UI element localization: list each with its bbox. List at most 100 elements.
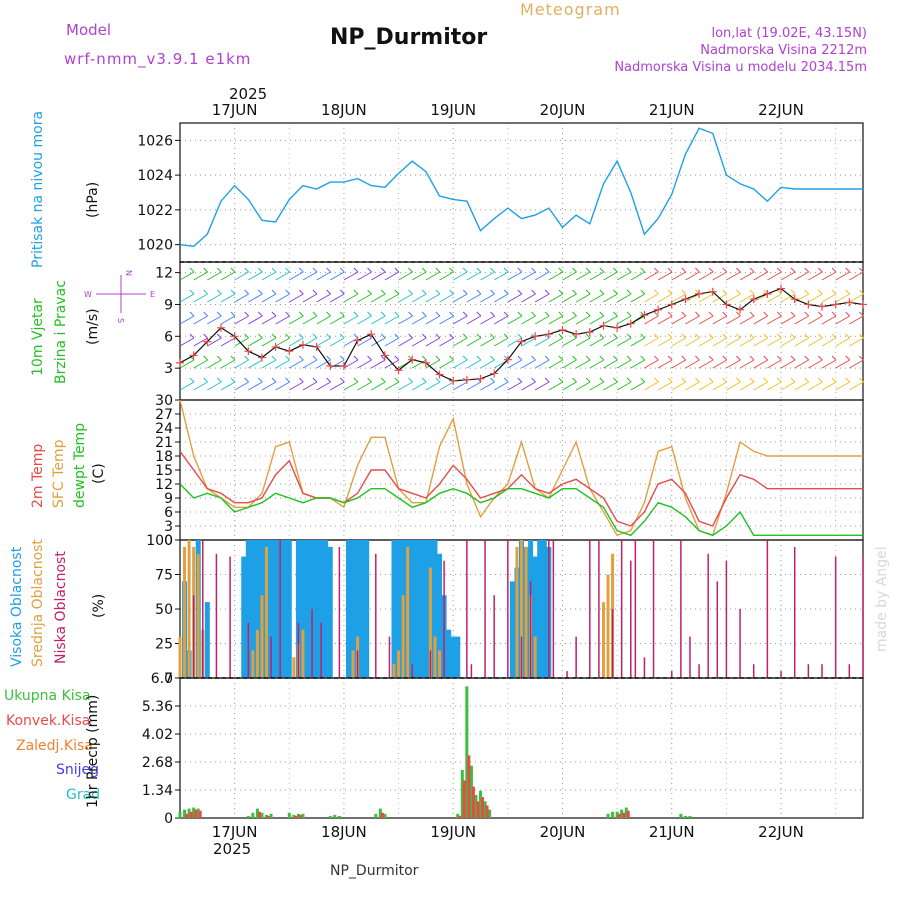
wind-barb <box>302 381 318 391</box>
wind-barb <box>644 271 659 281</box>
wind-barb-flag <box>462 355 468 361</box>
wind-barb <box>548 381 564 391</box>
y-tick-label: 18 <box>155 449 173 465</box>
y-tick-label: 0 <box>164 811 173 827</box>
wind-barb-flag <box>654 267 659 273</box>
wind-barb <box>439 359 454 369</box>
wind-barb-flag <box>298 355 304 361</box>
cloud-bar-mid <box>178 636 182 678</box>
wind-barb-flag <box>736 289 741 295</box>
wind-barb <box>330 293 345 303</box>
wind-speed-marker <box>777 284 786 293</box>
wind-barb-flag <box>777 311 782 317</box>
wind-barb <box>439 293 454 303</box>
wind-barb-flag <box>831 355 837 361</box>
precip-bar-conv <box>467 755 471 818</box>
wind-barb-flag <box>736 311 741 317</box>
wind-barb <box>589 359 605 369</box>
wind-barb <box>452 315 468 325</box>
wind-barb <box>767 271 782 281</box>
wind-barb <box>193 359 208 369</box>
wind-barb <box>330 315 345 325</box>
wind-barb <box>548 315 564 325</box>
cloud-bar-low <box>848 664 851 678</box>
wind-speed-marker <box>531 332 540 341</box>
panel-frame <box>179 677 864 819</box>
wind-barb <box>411 381 427 391</box>
temp-label-2: SFC Temp <box>51 439 67 508</box>
precip-bar-total <box>465 686 469 818</box>
wind-speed-marker <box>640 311 649 320</box>
wind-barb <box>767 337 782 347</box>
cloud-bar-low <box>548 540 550 678</box>
bottom-day-label: 21JUN <box>649 823 695 841</box>
wind-barb-flag <box>558 377 564 383</box>
wind-barb <box>794 315 809 325</box>
precip-ylabel: 1hr Precip (mm) <box>85 695 101 808</box>
wind-barb <box>644 293 659 303</box>
wind-unit: (m/s) <box>85 308 101 345</box>
wind-barb-flag <box>572 267 577 273</box>
cloud-bar-mid <box>397 650 401 678</box>
wind-barb <box>767 315 782 325</box>
y-tick-label: 1.34 <box>142 783 173 799</box>
wind-barb <box>275 337 290 347</box>
wind-barb <box>562 381 577 391</box>
wind-barb-flag <box>189 289 195 295</box>
wind-barb <box>657 293 673 303</box>
wind-barb-flag <box>189 377 195 383</box>
footer-station: NP_Durmitor <box>330 863 419 879</box>
wind-barb-flag <box>421 267 427 273</box>
wind-barb-flag <box>476 333 482 339</box>
wind-speed-marker <box>353 336 362 345</box>
wind-barb <box>712 381 727 391</box>
wind-speed-marker <box>517 337 526 346</box>
wind-barb <box>603 315 618 325</box>
wind-barb <box>234 381 249 391</box>
precip-bar-total <box>479 790 483 818</box>
cloud-bar-low <box>229 556 231 678</box>
panel-frame <box>179 122 864 263</box>
wind-barb <box>439 337 454 347</box>
wind-barb <box>493 315 509 325</box>
wind-speed-marker <box>558 325 567 334</box>
wind-speed-marker <box>818 302 827 311</box>
wind-barb-flag <box>435 377 441 383</box>
wind-barb <box>248 271 263 281</box>
wind-barb-flag <box>517 289 523 295</box>
wind-barb <box>630 337 646 347</box>
wind-barb-flag <box>695 333 700 339</box>
cloud-bar-high <box>323 540 329 678</box>
wind-barb-flag <box>421 333 427 339</box>
wind-barb-flag <box>503 311 509 317</box>
wind-barb-flag <box>858 267 864 273</box>
wind-speed-marker <box>790 295 799 304</box>
sfc-temp-line <box>179 399 863 537</box>
precip-bar-total <box>187 808 191 818</box>
wind-barb <box>767 293 782 303</box>
wind-barb <box>671 337 687 347</box>
precip-panel: 0 1.34 2.68 4.02 5.36 6.7 <box>142 671 864 827</box>
wind-barb <box>179 359 195 369</box>
wind-barb-flag <box>462 267 468 273</box>
wind-barb-flag <box>435 333 441 339</box>
panel-frame <box>179 261 864 401</box>
wind-barb <box>753 271 768 281</box>
wind-barb-flag <box>722 377 728 383</box>
wind-barb <box>507 315 523 325</box>
wind-barb <box>808 315 823 325</box>
wind-barb <box>753 315 768 325</box>
wind-barb-flag <box>790 289 796 295</box>
wind-barb-flag <box>613 377 618 383</box>
cloud-bar-low <box>356 650 359 678</box>
cloud-bar-low <box>689 636 691 678</box>
wind-barb-flag <box>558 355 564 361</box>
wind-barb <box>712 271 727 281</box>
cloud-bar-low <box>552 540 555 678</box>
wind-barb-flag <box>558 333 564 339</box>
wind-barb-flag <box>613 289 618 295</box>
wind-barb <box>671 315 687 325</box>
precip-bar-total <box>301 813 305 818</box>
wind-barb <box>630 293 646 303</box>
cloud-bar-high <box>359 540 365 678</box>
